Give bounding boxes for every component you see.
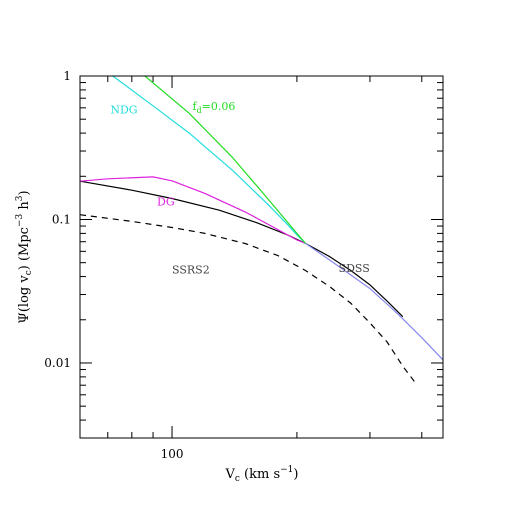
- x-axis-title-sub: c: [235, 474, 240, 484]
- y-tick-label: 1: [63, 69, 71, 83]
- series-ndg-line: [112, 76, 307, 244]
- x-tick-label: 100: [161, 447, 184, 461]
- plot-area: NDG fd=0.06 DG SSRS2 SDSS: [80, 76, 443, 386]
- x-axis-title: Vc (km s−1): [224, 465, 298, 484]
- x-axis-title-rest: (km s: [240, 467, 280, 482]
- label-ssrs2-text: SSRS2: [172, 264, 210, 277]
- x-axis-title-sup: −1: [280, 465, 293, 475]
- y-axis-title-sup: −3: [15, 214, 25, 228]
- axis-ticks: 100 1 0.1 0.01: [44, 69, 443, 461]
- label-dg-text: DG: [157, 196, 175, 209]
- series-dg-line: [80, 176, 306, 245]
- label-sdss-text: SDSS: [339, 262, 370, 275]
- label-ndg-text: NDG: [110, 103, 137, 116]
- series-high-end-line: [305, 243, 443, 361]
- x-axis-title-end: ): [293, 467, 298, 482]
- y-axis-title-sup2: 3: [15, 195, 25, 201]
- series-fd006-line: [144, 76, 307, 244]
- series-group: [80, 76, 443, 386]
- label-dg: DG: [157, 196, 175, 209]
- label-fd-rest: =0.06: [202, 100, 236, 113]
- y-axis-title-end: ): [17, 190, 32, 195]
- y-axis-title: Ψ(log vc) (Mpc−3 h3): [15, 190, 34, 323]
- y-tick-label: 0.01: [44, 356, 71, 370]
- series-ssrs2-line: [80, 214, 418, 386]
- label-ssrs2: SSRS2: [172, 264, 210, 277]
- plot-frame: [79, 75, 444, 439]
- y-tick-label: 0.1: [52, 212, 71, 226]
- x-axis-title-main: V: [224, 467, 235, 482]
- y-axis-title-sub: c: [24, 270, 34, 275]
- label-fd-text: f: [192, 100, 197, 113]
- label-fd-sub: d: [197, 106, 202, 115]
- y-axis-title-rest: ) (Mpc: [17, 227, 32, 270]
- label-fd: fd=0.06: [192, 100, 235, 115]
- y-axis-title-main: Ψ(log v: [17, 275, 32, 324]
- y-axis-title-rest2: h: [17, 201, 32, 214]
- label-sdss: SDSS: [339, 262, 370, 275]
- label-ndg: NDG: [110, 103, 137, 116]
